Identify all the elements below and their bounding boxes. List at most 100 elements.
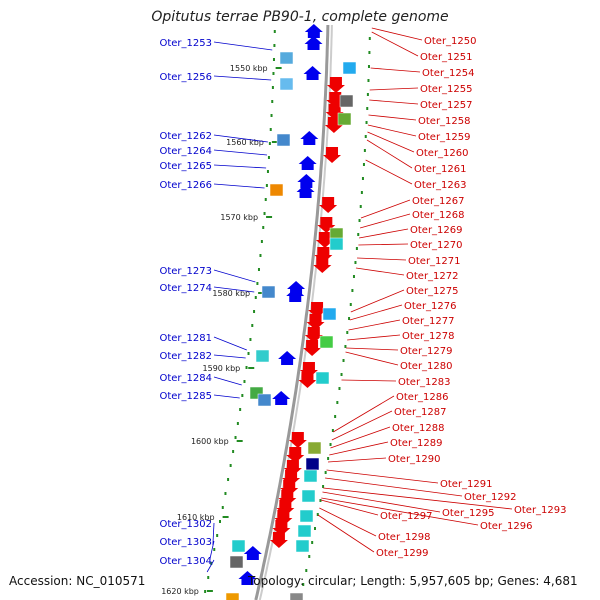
leader-line	[369, 99, 419, 105]
gene-label-left[interactable]: Oter_1274	[159, 283, 212, 294]
gene-label-right[interactable]: Oter_1297	[380, 511, 433, 522]
track-dot	[362, 163, 365, 166]
scale-tick-mark	[266, 216, 273, 218]
gene-label-left[interactable]: Oter_1282	[159, 351, 212, 362]
gene-label-left[interactable]: Oter_1264	[159, 146, 212, 157]
leader-line	[347, 334, 401, 341]
map-title: Opitutus terrae PB90-1, complete genome	[151, 9, 449, 25]
leader-line	[317, 514, 375, 553]
gene-label-right[interactable]: Oter_1250	[424, 36, 477, 47]
leader-line	[213, 286, 255, 293]
gene-label-left[interactable]: Oter_1303	[159, 537, 212, 548]
gene-label-right[interactable]: Oter_1255	[420, 84, 473, 95]
scale-tick-label: 1620 kbp	[161, 587, 199, 596]
gene-box	[289, 592, 304, 600]
gene-label-left[interactable]: Oter_1262	[159, 131, 212, 142]
gene-label-left[interactable]: Oter_1253	[159, 38, 212, 49]
track-dot	[227, 478, 230, 481]
gene-label-right[interactable]: Oter_1295	[442, 508, 495, 519]
gene-label-right[interactable]: Oter_1278	[402, 331, 455, 342]
gene-label-right[interactable]: Oter_1287	[394, 407, 447, 418]
gene-label-left[interactable]: Oter_1256	[159, 72, 212, 83]
gene-label-right[interactable]: Oter_1271	[408, 256, 461, 267]
gene-label-right[interactable]: Oter_1260	[416, 148, 469, 159]
reverse-gene-arrow	[298, 372, 317, 388]
gene-label-right[interactable]: Oter_1251	[420, 52, 473, 63]
gene-label-left[interactable]: Oter_1304	[159, 556, 212, 567]
forward-gene-arrow	[238, 571, 257, 585]
track-dot	[363, 149, 366, 152]
gene-label-left[interactable]: Oter_1273	[159, 266, 212, 277]
gene-label-right[interactable]: Oter_1277	[402, 316, 455, 327]
gene-label-right[interactable]: Oter_1290	[388, 454, 441, 465]
forward-gene-arrow	[278, 351, 297, 365]
track-dot	[264, 198, 267, 201]
reverse-gene-arrow	[315, 232, 334, 248]
track-dot	[265, 184, 268, 187]
gene-box	[231, 539, 246, 553]
gene-box	[279, 77, 294, 91]
gene-label-right[interactable]: Oter_1269	[410, 225, 463, 236]
gene-label-right[interactable]: Oter_1280	[400, 361, 453, 372]
reverse-gene-arrow	[326, 77, 345, 93]
gene-label-right[interactable]: Oter_1272	[406, 271, 459, 282]
track-dot	[329, 443, 332, 446]
track-dot	[342, 359, 345, 362]
track-dot	[338, 387, 341, 390]
gene-label-right[interactable]: Oter_1283	[398, 377, 451, 388]
leader-line	[209, 540, 215, 561]
gene-label-right[interactable]: Oter_1289	[390, 438, 443, 449]
track-dot	[366, 93, 369, 96]
gene-label-right[interactable]: Oter_1263	[414, 180, 467, 191]
leader-line	[213, 376, 242, 386]
track-dot	[239, 408, 242, 411]
gene-label-right[interactable]: Oter_1286	[396, 392, 449, 403]
gene-label-right[interactable]: Oter_1293	[514, 505, 567, 516]
track-dot	[368, 37, 371, 40]
gene-label-right[interactable]: Oter_1270	[410, 240, 463, 251]
gene-label-right[interactable]: Oter_1267	[412, 196, 465, 207]
gene-label-left[interactable]: Oter_1265	[159, 161, 212, 172]
track-dot	[319, 499, 322, 502]
gene-label-left[interactable]: Oter_1281	[159, 333, 212, 344]
scale-tick-label: 1600 kbp	[191, 437, 229, 446]
gene-label-left[interactable]: Oter_1285	[159, 391, 212, 402]
gene-label-left[interactable]: Oter_1266	[159, 180, 212, 191]
track-dot	[268, 142, 271, 145]
leader-line	[369, 87, 419, 91]
gene-label-right[interactable]: Oter_1275	[406, 286, 459, 297]
track-dot	[273, 44, 276, 47]
gene-box	[229, 555, 244, 569]
track-dot	[336, 401, 339, 404]
leader-line	[322, 491, 441, 513]
track-dot	[207, 576, 210, 579]
track-dot	[308, 555, 311, 558]
leader-line	[359, 228, 409, 239]
gene-label-right[interactable]: Oter_1292	[464, 492, 517, 503]
gene-label-right[interactable]: Oter_1291	[440, 479, 493, 490]
gene-label-right[interactable]: Oter_1258	[418, 116, 471, 127]
gene-label-left[interactable]: Oter_1302	[159, 519, 212, 530]
gene-label-left[interactable]: Oter_1284	[159, 373, 212, 384]
track-dot	[221, 506, 224, 509]
track-dot	[260, 240, 263, 243]
leader-line	[331, 410, 393, 441]
gene-label-right[interactable]: Oter_1279	[400, 346, 453, 357]
gene-label-right[interactable]: Oter_1257	[420, 100, 473, 111]
gene-label-right[interactable]: Oter_1268	[412, 210, 465, 221]
leader-line	[325, 477, 463, 497]
gene-label-right[interactable]: Oter_1288	[392, 423, 445, 434]
gene-label-right[interactable]: Oter_1254	[422, 68, 475, 79]
gene-label-right[interactable]: Oter_1276	[404, 301, 457, 312]
gene-label-right[interactable]: Oter_1296	[480, 521, 533, 532]
gene-label-right[interactable]: Oter_1261	[414, 164, 467, 175]
gene-label-right[interactable]: Oter_1299	[376, 548, 429, 559]
gene-box	[329, 237, 344, 251]
track-dot	[262, 226, 265, 229]
gene-label-right[interactable]: Oter_1259	[418, 132, 471, 143]
leader-line	[365, 159, 413, 185]
gene-label-right[interactable]: Oter_1298	[378, 532, 431, 543]
track-dot	[361, 177, 364, 180]
leader-line	[321, 497, 479, 526]
gene-box	[305, 457, 320, 471]
